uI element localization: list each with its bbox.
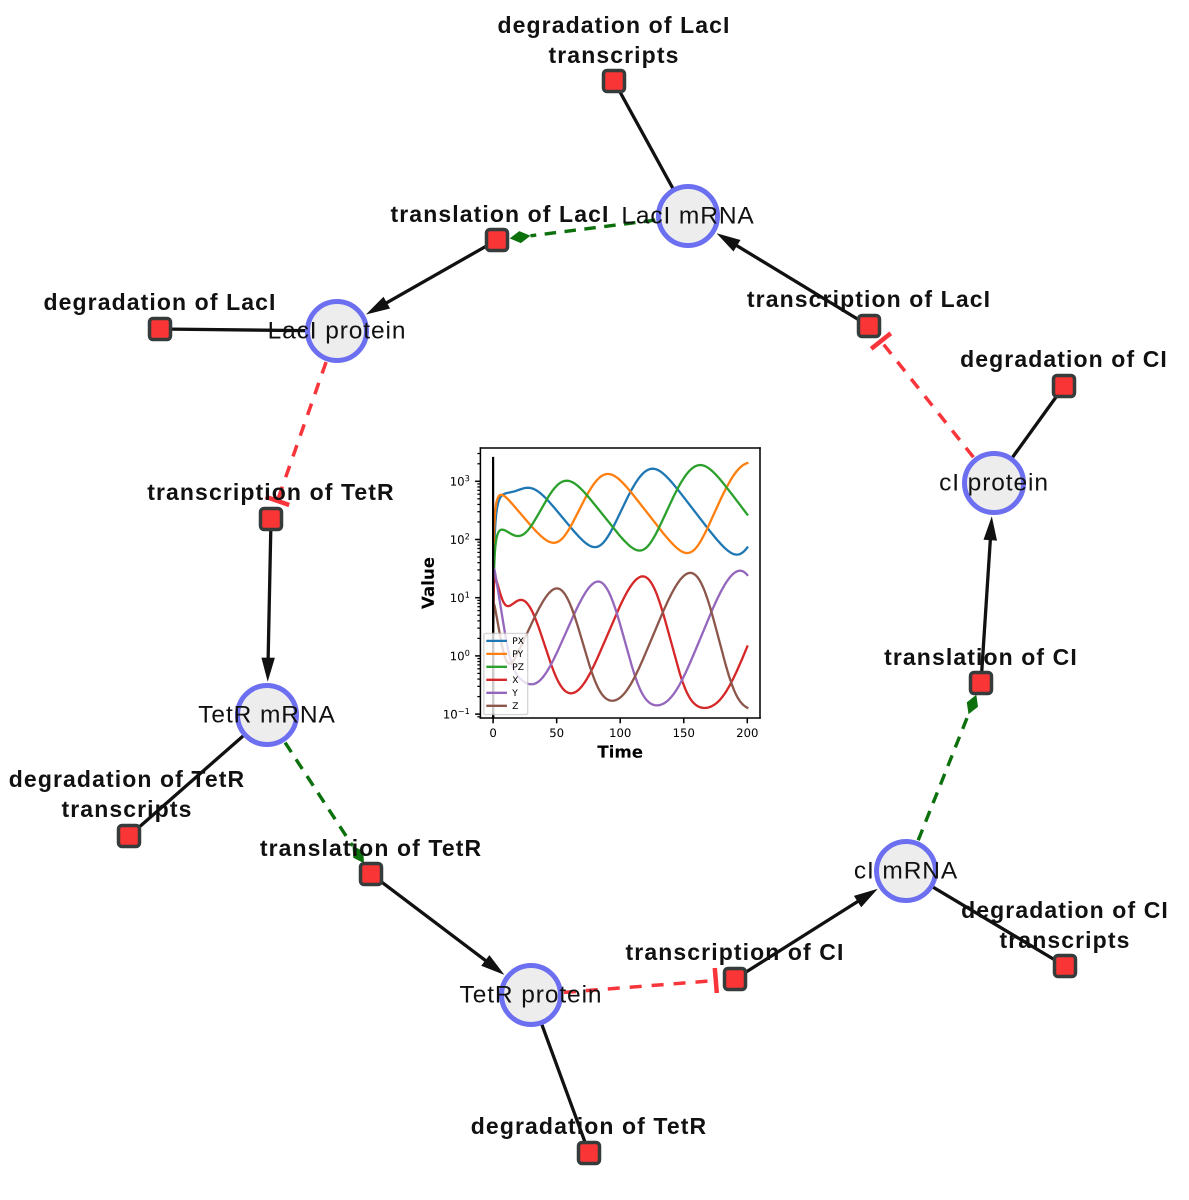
svg-text:TetR protein: TetR protein: [460, 982, 603, 1009]
svg-text:transcription of LacI: transcription of LacI: [747, 286, 991, 312]
svg-text:translation of TetR: translation of TetR: [260, 835, 482, 861]
svg-text:degradation of CI: degradation of CI: [960, 346, 1168, 372]
svg-text:transcription of TetR: transcription of TetR: [147, 479, 395, 505]
svg-text:translation of CI: translation of CI: [884, 644, 1078, 670]
svg-text:TetR mRNA: TetR mRNA: [198, 702, 335, 729]
svg-text:LacI protein: LacI protein: [268, 318, 407, 345]
svg-text:degradation of CI: degradation of CI: [961, 897, 1169, 923]
svg-text:degradation of LacI: degradation of LacI: [43, 289, 276, 315]
svg-text:LacI mRNA: LacI mRNA: [621, 203, 754, 230]
svg-text:cI protein: cI protein: [939, 470, 1049, 497]
svg-text:cI mRNA: cI mRNA: [854, 858, 958, 885]
svg-text:transcripts: transcripts: [549, 42, 680, 68]
svg-text:translation of LacI: translation of LacI: [391, 201, 610, 227]
svg-text:transcripts: transcripts: [62, 796, 193, 822]
svg-text:transcription of CI: transcription of CI: [626, 939, 845, 965]
svg-text:degradation of TetR: degradation of TetR: [9, 766, 245, 792]
svg-text:degradation of TetR: degradation of TetR: [471, 1113, 707, 1139]
svg-text:degradation of LacI: degradation of LacI: [497, 12, 730, 38]
svg-text:transcripts: transcripts: [1000, 927, 1131, 953]
